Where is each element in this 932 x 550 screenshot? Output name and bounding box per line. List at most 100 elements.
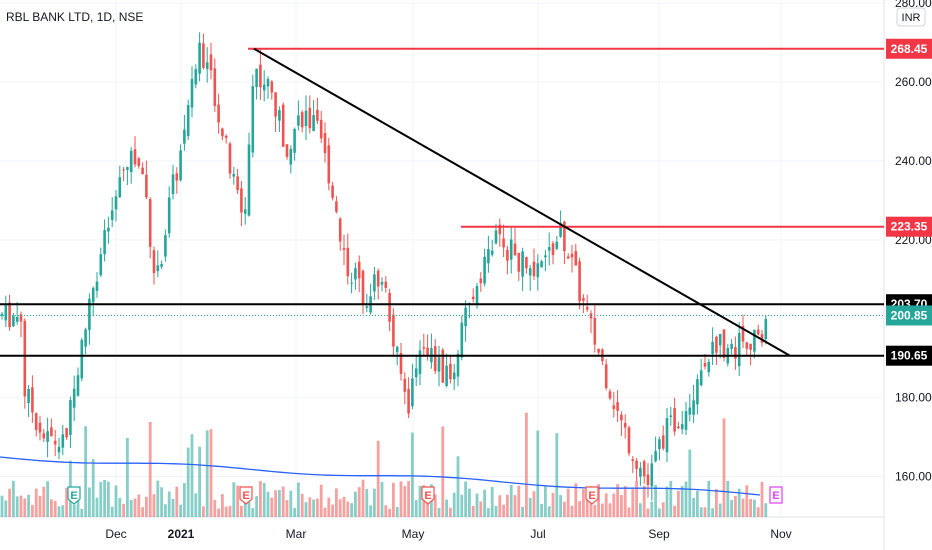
candle-body[interactable] xyxy=(228,143,232,174)
candle-body[interactable] xyxy=(715,336,718,353)
candle-body[interactable] xyxy=(620,414,623,421)
candle-body[interactable] xyxy=(730,343,733,349)
candle-body[interactable] xyxy=(346,247,350,277)
candle-body[interactable] xyxy=(703,362,707,367)
candle-body[interactable] xyxy=(437,357,441,372)
candle-body[interactable] xyxy=(262,84,266,91)
candle-body[interactable] xyxy=(684,411,688,430)
candle-body[interactable] xyxy=(266,79,270,87)
candle-body[interactable] xyxy=(110,210,114,221)
candle-body[interactable] xyxy=(76,375,80,396)
candle-body[interactable] xyxy=(57,446,61,453)
candle-body[interactable] xyxy=(502,238,505,248)
candle-body[interactable] xyxy=(426,347,429,356)
candle-body[interactable] xyxy=(278,110,281,121)
candle-body[interactable] xyxy=(392,314,395,347)
candle-body[interactable] xyxy=(407,388,410,414)
candle-body[interactable] xyxy=(270,81,274,93)
candle-body[interactable] xyxy=(137,158,141,167)
candle-body[interactable] xyxy=(243,209,247,214)
candle-body[interactable] xyxy=(677,426,680,429)
candle-body[interactable] xyxy=(50,427,53,437)
candle-body[interactable] xyxy=(4,304,8,321)
candle-body[interactable] xyxy=(646,474,650,486)
candle-body[interactable] xyxy=(331,185,334,198)
candle-body[interactable] xyxy=(737,333,741,367)
candle-body[interactable] xyxy=(604,364,608,388)
candle-body[interactable] xyxy=(479,278,483,284)
candle-body[interactable] xyxy=(585,306,589,310)
candle-body[interactable] xyxy=(707,361,711,373)
candle-body[interactable] xyxy=(114,196,118,210)
candle-body[interactable] xyxy=(639,467,642,477)
candle-body[interactable] xyxy=(0,313,4,316)
candle-body[interactable] xyxy=(350,282,353,284)
candle-body[interactable] xyxy=(354,268,357,280)
candle-body[interactable] xyxy=(464,307,467,327)
candle-body[interactable] xyxy=(34,413,38,431)
candle-body[interactable] xyxy=(593,317,597,345)
candle-body[interactable] xyxy=(175,173,179,181)
candle-body[interactable] xyxy=(338,218,342,242)
candle-body[interactable] xyxy=(673,407,676,432)
candle-body[interactable] xyxy=(224,135,228,138)
candle-body[interactable] xyxy=(221,128,224,137)
candle-body[interactable] xyxy=(319,119,323,139)
candle-body[interactable] xyxy=(167,197,171,234)
candle-body[interactable] xyxy=(232,174,236,177)
candle-body[interactable] xyxy=(544,255,547,258)
candle-body[interactable] xyxy=(118,177,122,198)
candle-body[interactable] xyxy=(741,325,745,342)
candle-body[interactable] xyxy=(129,150,133,173)
candle-body[interactable] xyxy=(289,148,293,165)
candle-body[interactable] xyxy=(312,115,315,132)
candle-body[interactable] xyxy=(654,451,657,462)
candle-body[interactable] xyxy=(692,400,695,415)
candle-body[interactable] xyxy=(665,418,669,453)
candle-body[interactable] xyxy=(411,378,414,407)
candle-body[interactable] xyxy=(745,342,749,349)
trendline-group[interactable] xyxy=(253,47,791,357)
candle-body[interactable] xyxy=(395,346,399,353)
candle-body[interactable] xyxy=(661,435,665,449)
candle-body[interactable] xyxy=(749,343,752,350)
candle-body[interactable] xyxy=(323,133,327,154)
candle-body[interactable] xyxy=(122,169,125,171)
candle-body[interactable] xyxy=(316,109,319,121)
candle-body[interactable] xyxy=(441,349,445,383)
candle-body[interactable] xyxy=(487,248,490,264)
candle-body[interactable] xyxy=(680,424,684,430)
candle-body[interactable] xyxy=(259,64,262,88)
candle-body[interactable] xyxy=(521,251,524,277)
candle-body[interactable] xyxy=(547,247,551,251)
candle-body[interactable] xyxy=(160,263,163,267)
candle-body[interactable] xyxy=(718,333,722,346)
candle-body[interactable] xyxy=(46,431,49,442)
candle-body[interactable] xyxy=(380,281,384,285)
candle-body[interactable] xyxy=(582,298,585,301)
candle-body[interactable] xyxy=(722,329,726,358)
candle-body[interactable] xyxy=(361,270,365,305)
candle-body[interactable] xyxy=(384,281,388,288)
candle-body[interactable] xyxy=(373,274,376,292)
candle-body[interactable] xyxy=(107,227,110,232)
candle-body[interactable] xyxy=(126,167,129,170)
candle-body[interactable] xyxy=(756,329,760,335)
candle-body[interactable] xyxy=(506,249,509,261)
candle-body[interactable] xyxy=(255,68,258,88)
horizontal-levels[interactable] xyxy=(0,47,884,357)
candle-body[interactable] xyxy=(65,428,68,438)
candle-body[interactable] xyxy=(445,365,448,386)
candle-body[interactable] xyxy=(699,370,703,386)
candle-body[interactable] xyxy=(555,241,559,249)
candle-body[interactable] xyxy=(483,256,486,284)
candle-body[interactable] xyxy=(532,261,536,277)
candle-body[interactable] xyxy=(293,128,296,153)
candle-body[interactable] xyxy=(42,433,46,439)
candle-body[interactable] xyxy=(764,318,768,340)
candle-body[interactable] xyxy=(627,427,631,454)
candle-body[interactable] xyxy=(179,150,182,181)
candle-body[interactable] xyxy=(536,263,540,278)
